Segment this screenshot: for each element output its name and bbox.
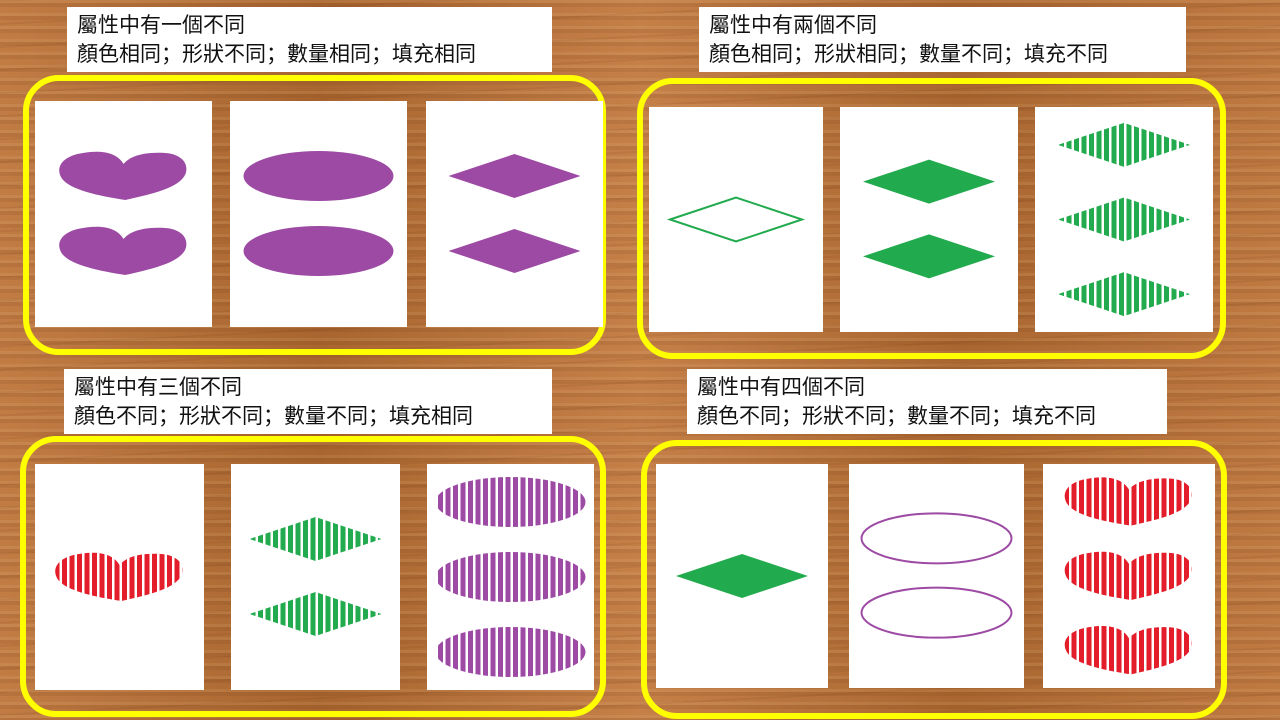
green-striped-diamond-icon: [1059, 197, 1190, 242]
panel-2-card-2: [840, 107, 1018, 332]
purple-solid-heart-icon: [59, 226, 187, 275]
symbol-card-graphic: [59, 151, 187, 275]
panel-1-card-3: [426, 101, 603, 327]
panel-4-card-1: [656, 464, 828, 688]
red-striped-heart-icon: [1064, 477, 1192, 526]
panel-1-detail: 顏色相同；形狀不同；數量相同；填充相同: [77, 42, 476, 66]
panel-4-card-3: [1043, 464, 1215, 688]
panel-2-heading: 屬性中有兩個不同: [709, 13, 877, 37]
red-striped-heart-icon: [55, 552, 183, 601]
symbol-card-graphic: [676, 554, 808, 598]
green-solid-diamond-icon: [863, 234, 995, 279]
red-striped-heart-icon: [1064, 551, 1192, 600]
red-striped-heart-icon: [1064, 626, 1192, 675]
panel-1-card-2: [230, 101, 407, 327]
panel-2-caption: 屬性中有兩個不同 顏色相同；形狀相同；數量不同；填充不同: [699, 7, 1186, 72]
purple-striped-ellipse-icon: [438, 552, 586, 602]
symbol-card-graphic: [1059, 122, 1190, 317]
symbol-card-graphic: [250, 517, 382, 636]
symbol-card-graphic: [448, 154, 581, 273]
purple-solid-heart-icon: [59, 151, 187, 200]
purple-outline-ellipse-icon: [860, 512, 1013, 565]
panel-3-caption: 屬性中有三個不同 顏色不同；形狀不同；數量不同；填充相同: [64, 369, 552, 434]
green-striped-diamond-icon: [250, 592, 382, 636]
symbol-card-graphic: [860, 512, 1013, 639]
purple-solid-diamond-icon: [448, 154, 581, 198]
symbol-card-graphic: [666, 196, 806, 243]
panel-3-card-1: [35, 464, 204, 690]
panel-3-card-2: [231, 464, 400, 690]
green-outline-diamond-icon: [666, 196, 806, 243]
panel-3-card-3: [427, 464, 594, 690]
panel-1-caption: 屬性中有一個不同 顏色相同；形狀不同；數量相同；填充相同: [67, 7, 552, 72]
symbol-card-graphic: [438, 477, 586, 677]
purple-solid-diamond-icon: [448, 229, 581, 273]
purple-outline-ellipse-icon: [860, 586, 1013, 639]
purple-solid-ellipse-icon: [243, 151, 394, 201]
panel-1-card-1: [35, 101, 212, 327]
panel-3-heading: 屬性中有三個不同: [74, 375, 242, 399]
green-striped-diamond-icon: [1059, 272, 1190, 317]
panel-4-card-2: [849, 464, 1024, 688]
panel-4-caption: 屬性中有四個不同 顏色不同；形狀不同；數量不同；填充不同: [687, 369, 1167, 434]
symbol-card-graphic: [863, 159, 995, 279]
purple-solid-ellipse-icon: [243, 226, 394, 276]
symbol-card-graphic: [55, 552, 183, 601]
panel-4-heading: 屬性中有四個不同: [697, 375, 865, 399]
green-solid-diamond-icon: [863, 159, 995, 204]
panel-4-detail: 顏色不同；形狀不同；數量不同；填充不同: [697, 404, 1096, 428]
panel-2-frame: [637, 78, 1226, 359]
green-striped-diamond-icon: [1059, 122, 1190, 167]
green-solid-diamond-icon: [676, 554, 808, 598]
symbol-card-graphic: [243, 151, 394, 276]
panel-3-detail: 顏色不同；形狀不同；數量不同；填充相同: [74, 404, 473, 428]
green-striped-diamond-icon: [250, 517, 382, 561]
panel-2-detail: 顏色相同；形狀相同；數量不同；填充不同: [709, 42, 1108, 66]
panel-1-frame: [23, 75, 606, 355]
panel-2-card-1: [649, 107, 823, 332]
panel-3-frame: [20, 436, 606, 717]
purple-striped-ellipse-icon: [438, 477, 586, 527]
panel-1-heading: 屬性中有一個不同: [77, 13, 245, 37]
symbol-card-graphic: [1064, 477, 1192, 675]
purple-striped-ellipse-icon: [438, 627, 586, 677]
panel-4-frame: [641, 440, 1227, 719]
panel-2-card-3: [1035, 107, 1213, 332]
